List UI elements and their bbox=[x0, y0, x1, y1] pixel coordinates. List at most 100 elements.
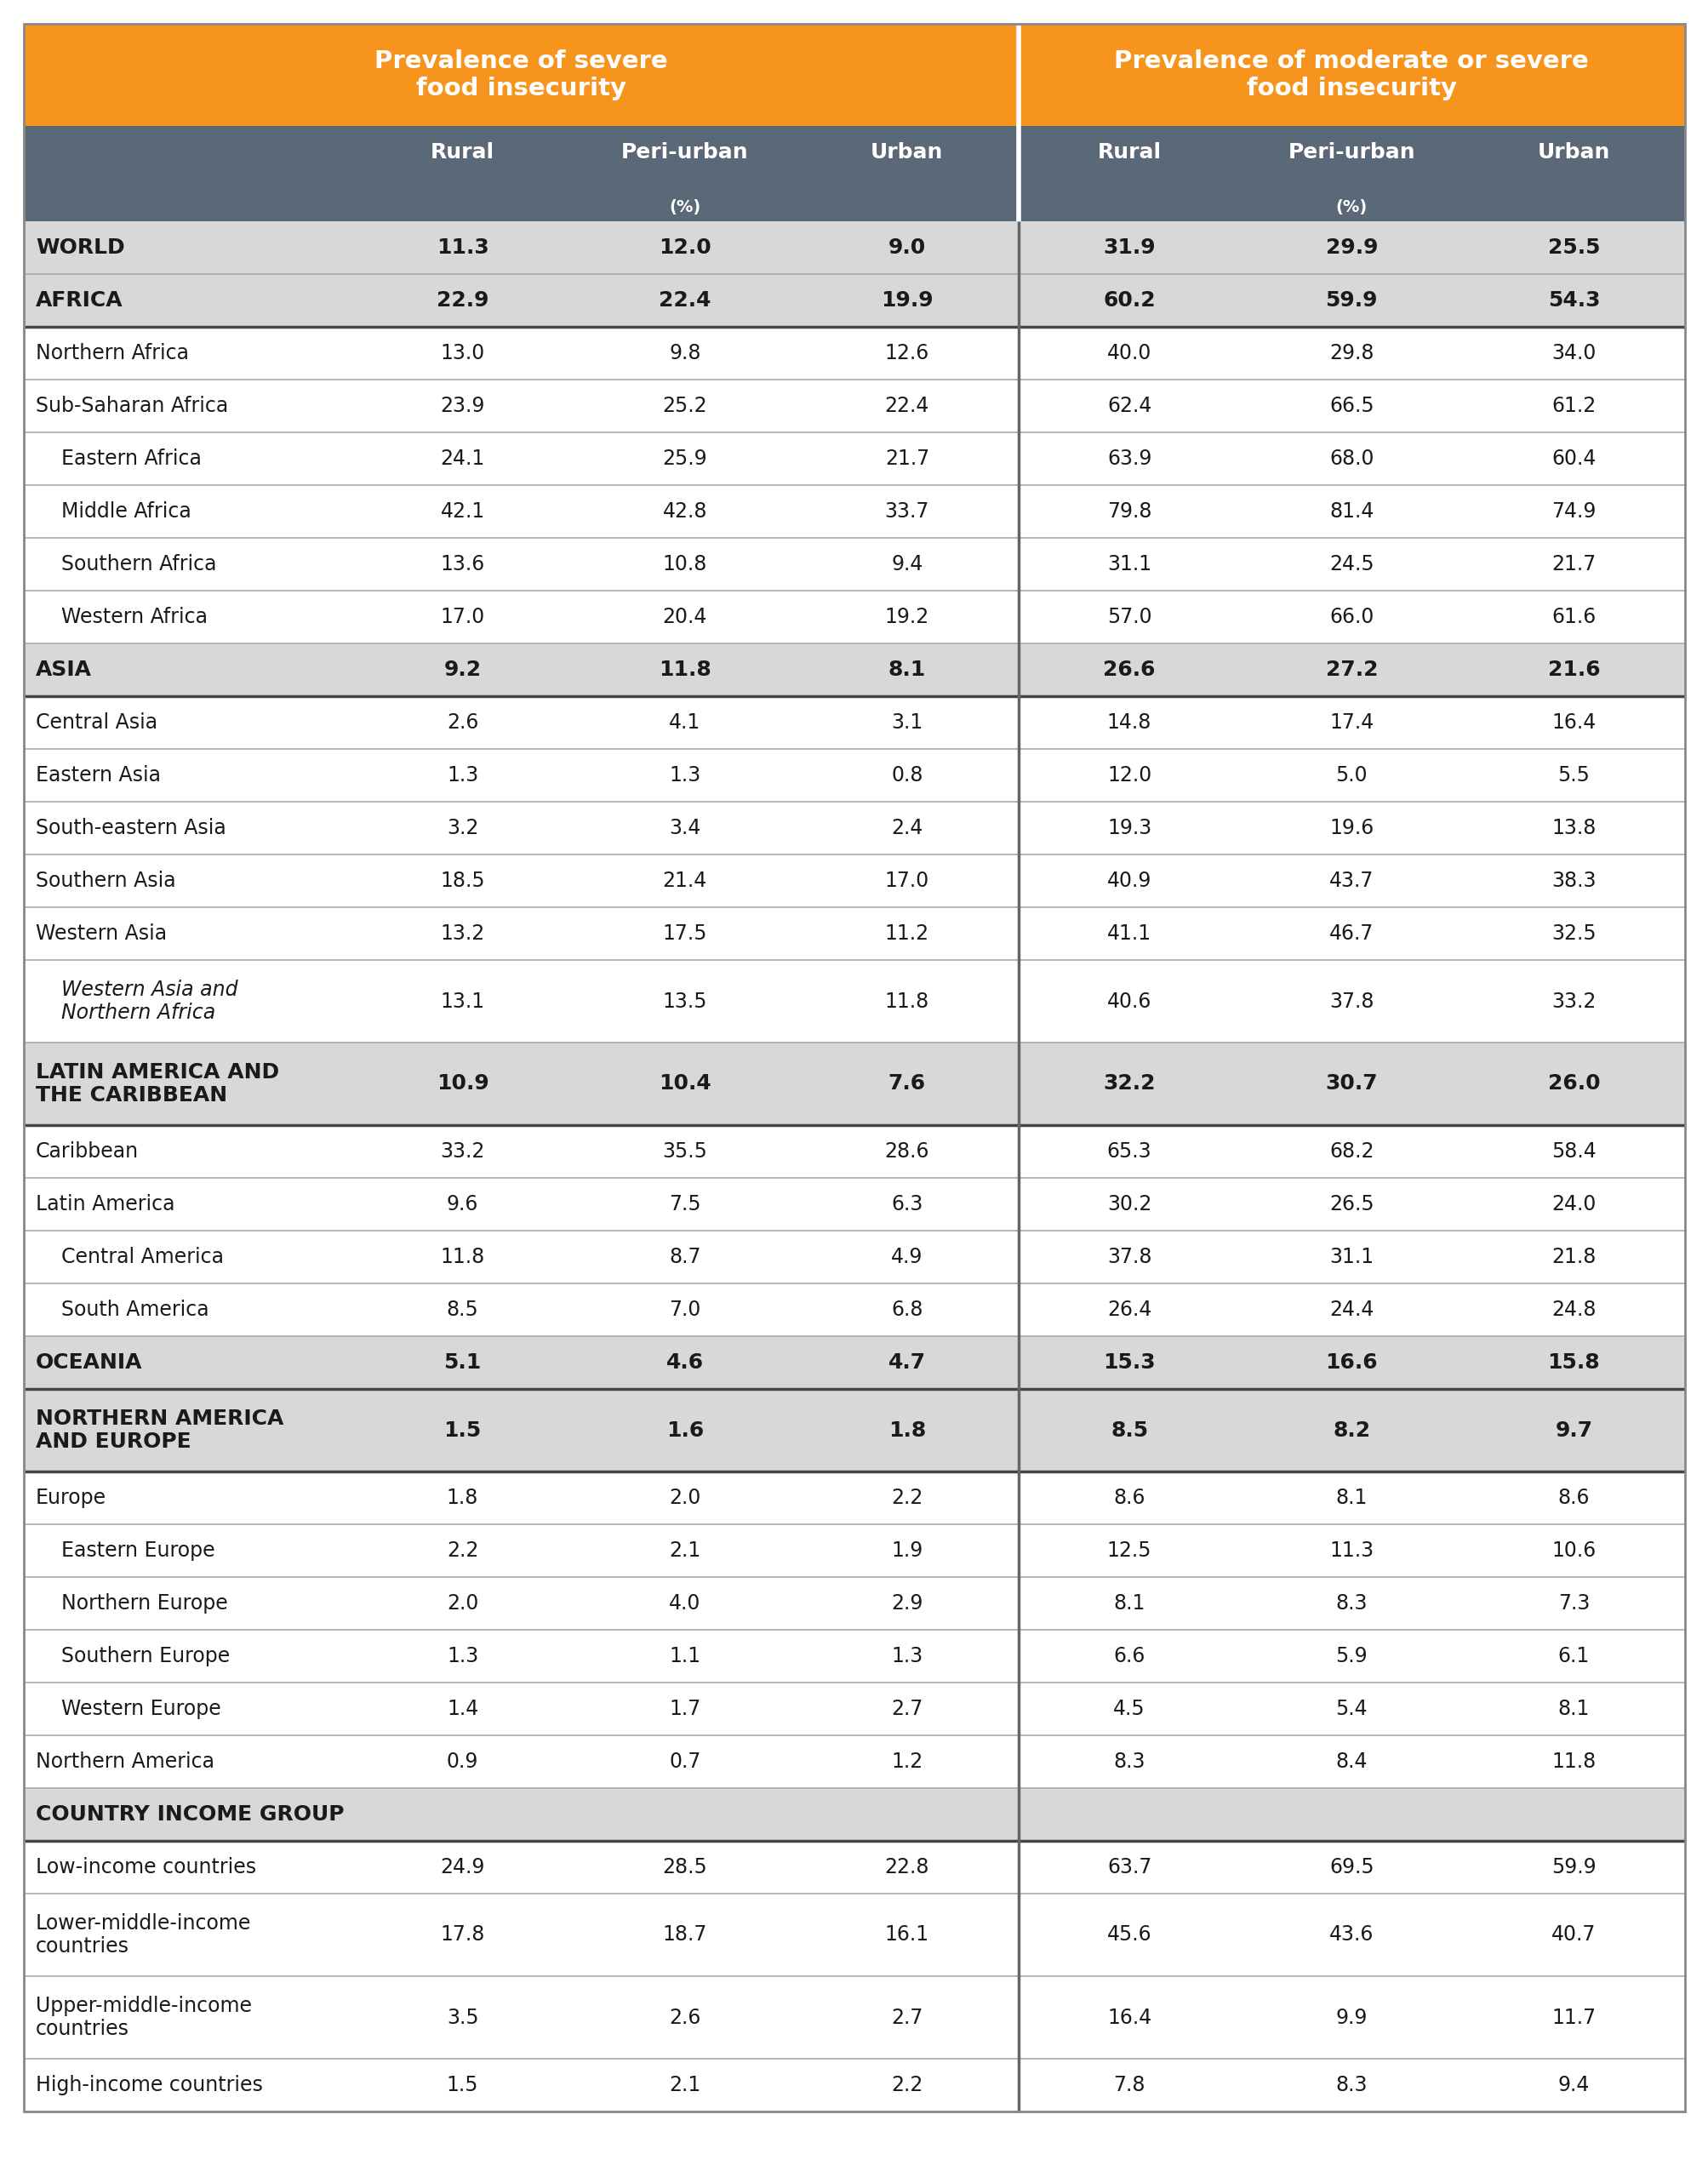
Bar bbox=[24, 220, 1684, 274]
Text: Urban: Urban bbox=[1537, 143, 1609, 162]
Text: Western Asia and
Northern Africa: Western Asia and Northern Africa bbox=[61, 978, 237, 1024]
Text: 21.4: 21.4 bbox=[663, 870, 707, 892]
Text: 11.7: 11.7 bbox=[1551, 2007, 1595, 2028]
Text: 11.8: 11.8 bbox=[441, 1246, 485, 1268]
Text: 21.7: 21.7 bbox=[1551, 555, 1595, 575]
Text: 8.4: 8.4 bbox=[1336, 1752, 1366, 1771]
Text: 30.7: 30.7 bbox=[1325, 1074, 1377, 1095]
Text: 4.1: 4.1 bbox=[668, 713, 700, 732]
Text: 6.1: 6.1 bbox=[1558, 1646, 1588, 1665]
Text: 7.3: 7.3 bbox=[1558, 1594, 1588, 1614]
Text: 4.9: 4.9 bbox=[892, 1246, 922, 1268]
Text: 1.3: 1.3 bbox=[446, 1646, 478, 1665]
Text: 38.3: 38.3 bbox=[1551, 870, 1595, 892]
Text: 10.8: 10.8 bbox=[663, 555, 707, 575]
Text: Northern America: Northern America bbox=[36, 1752, 214, 1771]
Text: Northern Africa: Northern Africa bbox=[36, 343, 190, 363]
Text: Europe: Europe bbox=[36, 1488, 106, 1508]
Bar bbox=[24, 1043, 1684, 1125]
Text: 10.9: 10.9 bbox=[436, 1074, 488, 1095]
Text: 0.9: 0.9 bbox=[446, 1752, 478, 1771]
Text: 14.8: 14.8 bbox=[1107, 713, 1151, 732]
Bar bbox=[24, 1894, 1684, 1976]
Text: 5.5: 5.5 bbox=[1558, 765, 1588, 786]
Text: 21.7: 21.7 bbox=[885, 449, 929, 469]
Text: 58.4: 58.4 bbox=[1551, 1140, 1595, 1162]
Text: 28.5: 28.5 bbox=[663, 1858, 707, 1877]
Text: 16.1: 16.1 bbox=[885, 1925, 929, 1946]
Text: 19.2: 19.2 bbox=[885, 607, 929, 626]
Text: Western Europe: Western Europe bbox=[61, 1698, 220, 1719]
Text: 8.1: 8.1 bbox=[1558, 1698, 1588, 1719]
Text: 34.0: 34.0 bbox=[1551, 343, 1595, 363]
Bar bbox=[24, 750, 1684, 801]
Text: 9.9: 9.9 bbox=[1336, 2007, 1366, 2028]
Text: 6.3: 6.3 bbox=[892, 1194, 922, 1214]
Text: 63.7: 63.7 bbox=[1107, 1858, 1151, 1877]
Text: 3.5: 3.5 bbox=[446, 2007, 478, 2028]
Text: WORLD: WORLD bbox=[36, 238, 125, 257]
Text: 26.0: 26.0 bbox=[1547, 1074, 1599, 1095]
Text: 1.3: 1.3 bbox=[446, 765, 478, 786]
Bar bbox=[24, 1231, 1684, 1283]
Text: 2.2: 2.2 bbox=[892, 2076, 922, 2095]
Text: 68.2: 68.2 bbox=[1329, 1140, 1373, 1162]
Text: 32.2: 32.2 bbox=[1103, 1074, 1155, 1095]
Bar bbox=[24, 1734, 1684, 1788]
Text: 11.3: 11.3 bbox=[436, 238, 488, 257]
Text: Southern Africa: Southern Africa bbox=[61, 555, 217, 575]
Text: Prevalence of moderate or severe
food insecurity: Prevalence of moderate or severe food in… bbox=[1114, 50, 1588, 102]
Text: Middle Africa: Middle Africa bbox=[61, 501, 191, 523]
Text: 43.7: 43.7 bbox=[1329, 870, 1373, 892]
Text: 1.4: 1.4 bbox=[446, 1698, 478, 1719]
Text: Upper-middle-income
countries: Upper-middle-income countries bbox=[36, 1996, 251, 2039]
Text: 2.2: 2.2 bbox=[446, 1540, 478, 1562]
Text: 62.4: 62.4 bbox=[1107, 395, 1151, 417]
Text: 4.6: 4.6 bbox=[666, 1352, 704, 1374]
Text: 17.5: 17.5 bbox=[663, 924, 707, 944]
Text: 13.5: 13.5 bbox=[663, 991, 707, 1011]
Text: 40.7: 40.7 bbox=[1551, 1925, 1595, 1946]
Text: Central Asia: Central Asia bbox=[36, 713, 157, 732]
Bar bbox=[24, 380, 1684, 432]
Bar bbox=[24, 907, 1684, 959]
Text: High-income countries: High-income countries bbox=[36, 2076, 263, 2095]
Bar bbox=[24, 801, 1684, 855]
Bar bbox=[24, 538, 1684, 590]
Text: 30.2: 30.2 bbox=[1107, 1194, 1151, 1214]
Text: Latin America: Latin America bbox=[36, 1194, 174, 1214]
Text: 24.8: 24.8 bbox=[1551, 1300, 1595, 1320]
Text: 0.8: 0.8 bbox=[890, 765, 922, 786]
Text: 81.4: 81.4 bbox=[1329, 501, 1373, 523]
Text: South-eastern Asia: South-eastern Asia bbox=[36, 819, 225, 838]
Text: Southern Asia: Southern Asia bbox=[36, 870, 176, 892]
Text: 1.9: 1.9 bbox=[892, 1540, 922, 1562]
Text: 2.0: 2.0 bbox=[668, 1488, 700, 1508]
Bar bbox=[24, 192, 1684, 220]
Bar bbox=[24, 2058, 1684, 2112]
Text: 29.9: 29.9 bbox=[1325, 238, 1377, 257]
Text: 40.0: 40.0 bbox=[1107, 343, 1151, 363]
Text: 40.9: 40.9 bbox=[1107, 870, 1151, 892]
Text: 25.2: 25.2 bbox=[663, 395, 707, 417]
Text: 66.0: 66.0 bbox=[1329, 607, 1373, 626]
Text: 21.6: 21.6 bbox=[1547, 659, 1599, 680]
Text: COUNTRY INCOME GROUP: COUNTRY INCOME GROUP bbox=[36, 1804, 343, 1825]
Text: 74.9: 74.9 bbox=[1551, 501, 1595, 523]
Bar bbox=[24, 326, 1684, 380]
Text: Prevalence of severe
food insecurity: Prevalence of severe food insecurity bbox=[374, 50, 668, 102]
Text: Eastern Asia: Eastern Asia bbox=[36, 765, 161, 786]
Text: 26.4: 26.4 bbox=[1107, 1300, 1151, 1320]
Text: 13.2: 13.2 bbox=[441, 924, 485, 944]
Text: 7.8: 7.8 bbox=[1114, 2076, 1144, 2095]
Text: 5.1: 5.1 bbox=[444, 1352, 482, 1374]
Text: 16.4: 16.4 bbox=[1551, 713, 1595, 732]
Bar bbox=[24, 1125, 1684, 1177]
Text: 12.0: 12.0 bbox=[1107, 765, 1151, 786]
Text: 11.8: 11.8 bbox=[1551, 1752, 1595, 1771]
Text: 33.2: 33.2 bbox=[441, 1140, 485, 1162]
Text: 8.1: 8.1 bbox=[1336, 1488, 1366, 1508]
Text: 40.6: 40.6 bbox=[1107, 991, 1151, 1011]
Text: 10.4: 10.4 bbox=[658, 1074, 711, 1095]
Text: 17.8: 17.8 bbox=[441, 1925, 485, 1946]
